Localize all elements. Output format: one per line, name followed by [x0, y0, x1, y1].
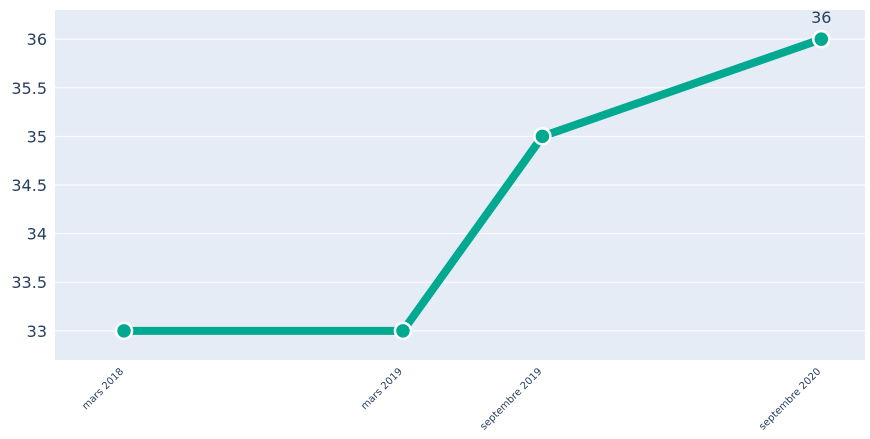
x-tick-label: septembre 2019	[478, 366, 544, 432]
y-tick-label: 33.5	[11, 273, 47, 292]
data-label: 36	[811, 8, 831, 27]
y-tick-label: 34.5	[11, 176, 47, 195]
y-axis-ticks: 33 33.5 34 34.5 35 35.5 36	[11, 30, 47, 341]
data-label-layer: 36	[811, 8, 831, 27]
data-point	[393, 321, 413, 341]
x-axis-ticks: mars 2018 mars 2019 septembre 2019 septembr…	[80, 366, 823, 432]
y-tick-label: 33	[27, 322, 47, 341]
x-tick-label: mars 2018	[80, 366, 126, 412]
x-tick-label: septembre 2020	[757, 366, 823, 432]
series-line	[120, 35, 826, 335]
x-tick-label: mars 2019	[359, 366, 405, 412]
data-point	[114, 321, 134, 341]
y-tick-label: 35.5	[11, 79, 47, 98]
y-tick-label: 35	[27, 127, 47, 146]
y-tick-label: 36	[27, 30, 47, 49]
y-tick-label: 34	[27, 225, 47, 244]
data-point	[812, 29, 831, 49]
data-point	[533, 127, 552, 146]
series-layer	[114, 29, 831, 341]
